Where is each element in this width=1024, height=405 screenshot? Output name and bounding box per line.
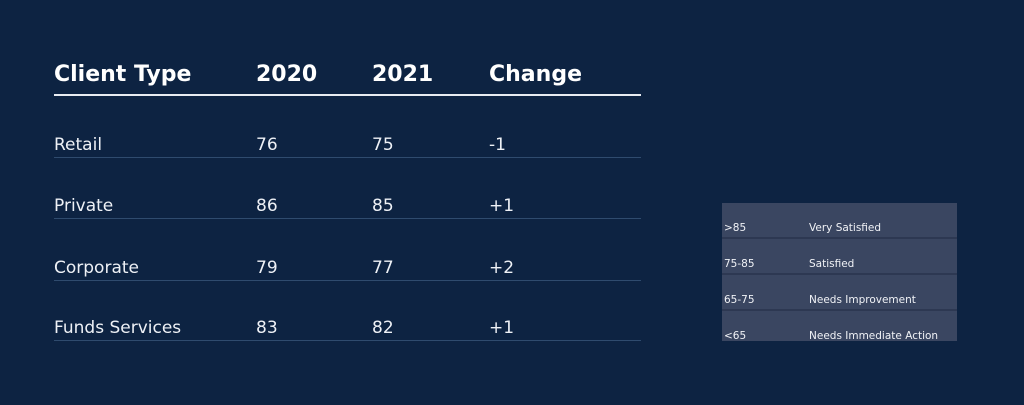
row-rule <box>54 218 641 219</box>
table-cell: Retail <box>54 135 103 155</box>
legend-range: >85 <box>724 222 747 234</box>
legend-row: <65 Needs Immediate Action <box>722 311 957 345</box>
legend-range: 75-85 <box>724 258 755 270</box>
column-header: Client Type <box>54 62 192 87</box>
legend-row: 75-85 Satisfied <box>722 239 957 275</box>
row-rule <box>54 340 641 341</box>
legend-label: Needs Improvement <box>809 294 916 306</box>
table-cell: Corporate <box>54 258 139 278</box>
legend-label: Needs Immediate Action <box>809 330 939 342</box>
table-cell: 86 <box>256 196 278 216</box>
column-header: 2021 <box>372 62 434 87</box>
legend-row: >85 Very Satisfied <box>722 203 957 239</box>
table-cell: 75 <box>372 135 394 155</box>
table-cell: +1 <box>489 196 515 216</box>
legend-range: 65-75 <box>724 294 755 306</box>
legend-label: Satisfied <box>809 258 855 270</box>
legend-row: 65-75 Needs Improvement <box>722 275 957 311</box>
legend-range: <65 <box>724 330 747 342</box>
table-cell: 76 <box>256 135 278 155</box>
table-cell: +1 <box>489 318 515 338</box>
table-cell: 77 <box>372 258 394 278</box>
table-cell: -1 <box>489 135 506 155</box>
legend-label: Very Satisfied <box>809 222 882 234</box>
column-header: 2020 <box>256 62 318 87</box>
row-rule <box>54 280 641 281</box>
table-cell: 79 <box>256 258 278 278</box>
column-header: Change <box>489 62 582 87</box>
table-cell: Funds Services <box>54 318 182 338</box>
table-cell: +2 <box>489 258 515 278</box>
row-rule <box>54 157 641 158</box>
table-cell: Private <box>54 196 114 216</box>
table-cell: 82 <box>372 318 394 338</box>
table-cell: 83 <box>256 318 278 338</box>
table-cell: 85 <box>372 196 394 216</box>
header-rule <box>54 94 641 96</box>
legend: >85 Very Satisfied 75-85 Satisfied 65-75 Need… <box>722 203 957 342</box>
